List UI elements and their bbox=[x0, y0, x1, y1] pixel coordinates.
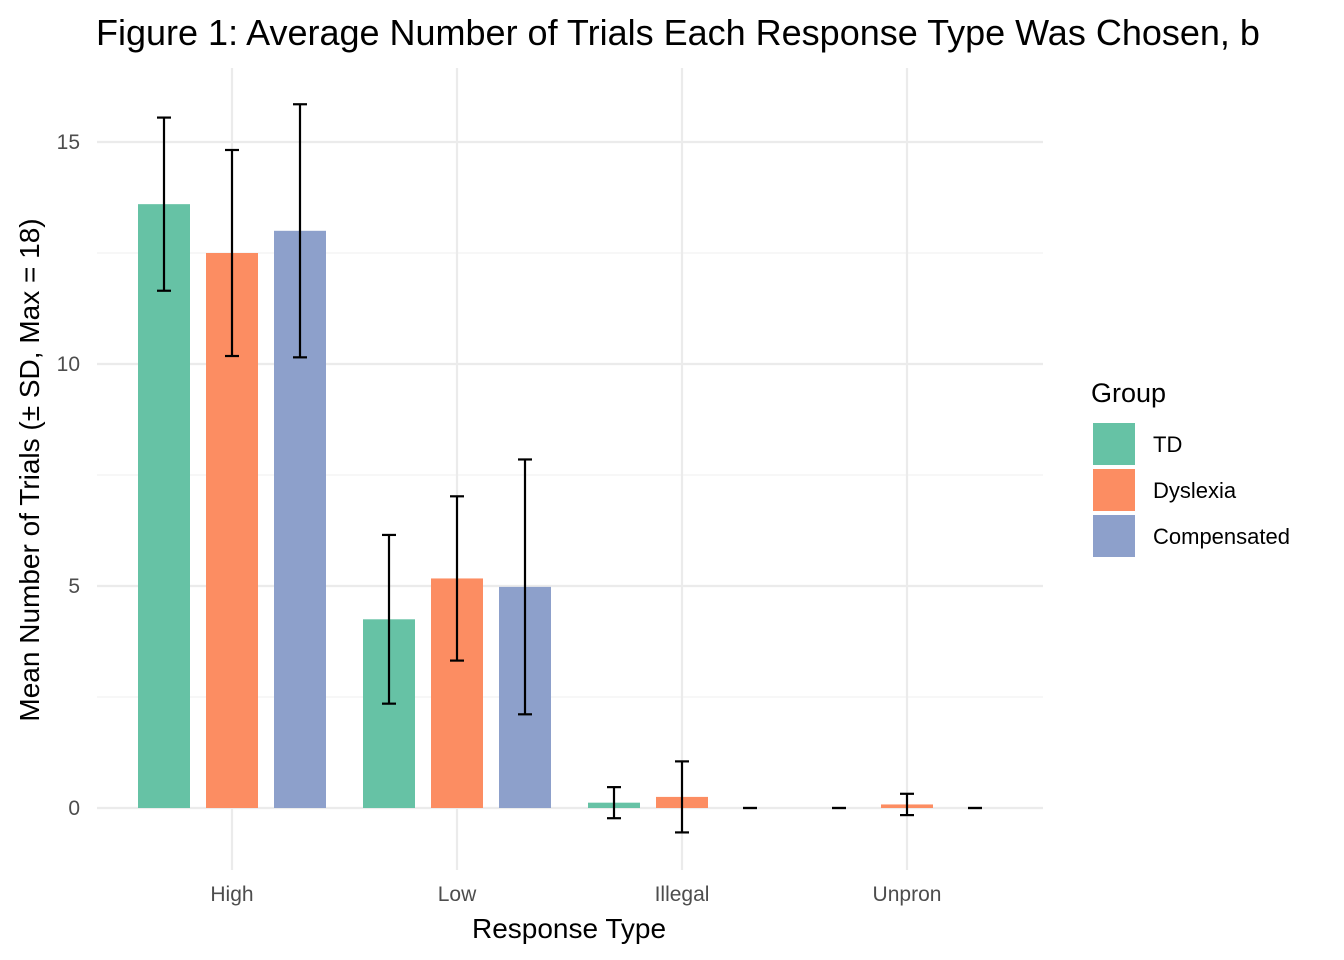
y-tick-label: 5 bbox=[68, 575, 80, 598]
error-bar bbox=[675, 760, 689, 834]
legend-label-compensated: Compensated bbox=[1153, 524, 1290, 549]
legend-swatch-td bbox=[1093, 423, 1135, 465]
y-tick-label: 15 bbox=[57, 131, 80, 154]
y-axis-title: Mean Number of Trials (± SD, Max = 18) bbox=[14, 218, 45, 721]
chart-title: Figure 1: Average Number of Trials Each … bbox=[96, 12, 1260, 53]
error-bar bbox=[157, 116, 171, 292]
legend-swatch-dyslexia bbox=[1093, 469, 1135, 511]
error-bar bbox=[900, 792, 914, 817]
bars bbox=[138, 204, 933, 809]
legend-label-dyslexia: Dyslexia bbox=[1153, 478, 1237, 503]
error-bar bbox=[450, 495, 464, 662]
x-axis-ticks: High Low Illegal Unpron bbox=[210, 883, 941, 906]
error-bar bbox=[607, 786, 621, 820]
y-tick-label: 10 bbox=[57, 353, 80, 376]
y-axis-ticks: 0 5 10 15 bbox=[57, 131, 80, 820]
x-tick-label: Unpron bbox=[873, 883, 942, 906]
x-axis-title: Response Type bbox=[472, 913, 666, 944]
error-bar bbox=[518, 458, 532, 716]
x-tick-label: Illegal bbox=[655, 883, 710, 906]
error-bars bbox=[157, 103, 982, 834]
legend: Group TD Dyslexia Compensated bbox=[1091, 378, 1290, 557]
error-bar bbox=[225, 148, 239, 358]
error-bar bbox=[293, 103, 307, 359]
error-bar bbox=[382, 533, 396, 705]
bar-td-high bbox=[138, 204, 190, 808]
x-tick-label: High bbox=[210, 883, 253, 906]
x-tick-label: Low bbox=[438, 883, 477, 906]
legend-swatch-compensated bbox=[1093, 515, 1135, 557]
legend-title: Group bbox=[1091, 378, 1166, 408]
y-tick-label: 0 bbox=[68, 797, 80, 820]
legend-label-td: TD bbox=[1153, 432, 1182, 457]
